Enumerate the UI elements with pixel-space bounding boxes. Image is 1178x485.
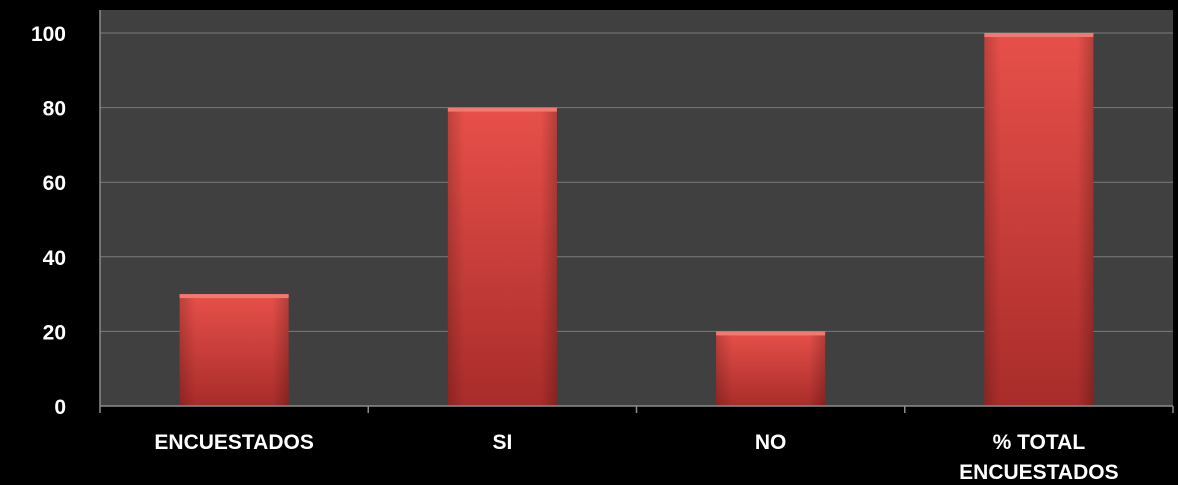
y-tick-label: 0	[54, 396, 66, 419]
bar-cap	[447, 107, 557, 112]
x-tick-label: SI	[492, 431, 512, 454]
x-tick-labels: ENCUESTADOS SI NO % TOTAL ENCUESTADOS	[154, 431, 1118, 484]
bar-group	[447, 107, 557, 406]
bar-shading	[179, 294, 289, 406]
bar-group	[716, 331, 826, 406]
bar-shading	[716, 331, 826, 406]
y-tick-label: 60	[43, 172, 66, 195]
bar-group	[984, 33, 1094, 406]
y-tick-label: 100	[31, 23, 66, 46]
y-tick-labels: 0 20 40 60 80 100	[31, 23, 66, 419]
y-tick-label: 80	[43, 98, 66, 121]
axes	[99, 10, 1174, 413]
bar-shading	[984, 33, 1094, 406]
x-tick-label: ENCUESTADOS	[154, 431, 313, 454]
bar-cap	[716, 331, 826, 336]
bar-shading	[447, 107, 557, 406]
y-tick-label: 20	[43, 321, 66, 344]
x-tick-label: % TOTAL ENCUESTADOS	[959, 431, 1118, 480]
y-tick-label: 40	[43, 247, 66, 270]
bars	[179, 33, 1094, 406]
bar-cap	[984, 33, 1094, 37]
bar-group	[179, 294, 289, 406]
x-tick-label: NO	[755, 431, 787, 454]
bar-cap	[179, 294, 289, 299]
